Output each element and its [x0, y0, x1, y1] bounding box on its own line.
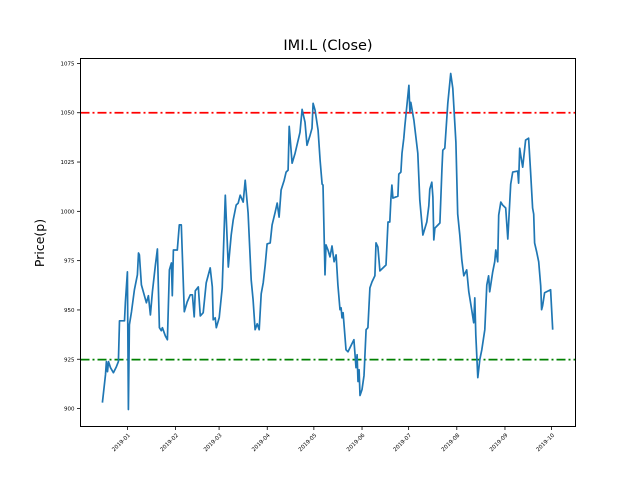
- plot-frame: [80, 58, 576, 427]
- y-tick-label: 975: [64, 259, 75, 265]
- y-tick-label: 1025: [61, 160, 75, 166]
- y-tick-label: 1000: [61, 209, 75, 215]
- y-tick-label: 925: [64, 357, 75, 363]
- y-tick-label: 900: [64, 407, 75, 413]
- y-axis-label: Price(p): [32, 219, 47, 267]
- y-tick-label: 1075: [61, 61, 75, 67]
- chart-title: IMI.L (Close): [283, 38, 372, 54]
- y-tick-label: 1050: [61, 111, 75, 117]
- y-tick-label: 950: [64, 308, 75, 314]
- series-line-close: [101, 72, 554, 411]
